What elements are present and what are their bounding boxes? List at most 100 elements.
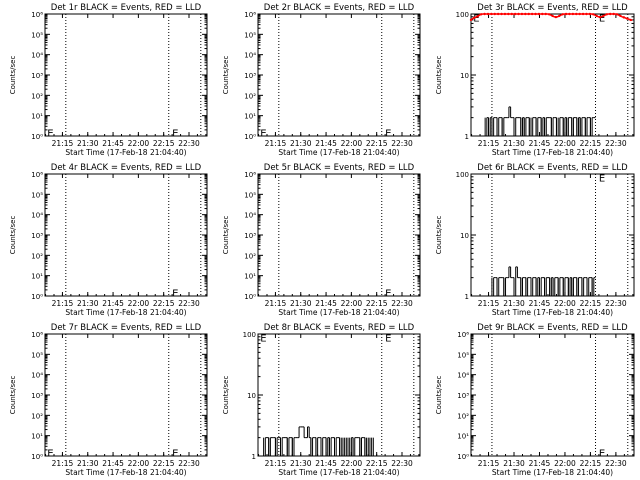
- x-tick-label: 22:00: [341, 139, 363, 148]
- lld-point: [534, 12, 537, 16]
- x-tick-label: 22:30: [605, 299, 627, 308]
- y-tick-label: 10: [460, 72, 469, 80]
- x-axis-label: Start Time (17-Feb-18 21:04:40): [492, 468, 613, 477]
- lld-point: [598, 15, 602, 19]
- y-tick-label: 10⁶: [31, 11, 43, 19]
- lld-point: [473, 16, 476, 19]
- x-tick-label: 21:15: [478, 299, 500, 308]
- chart-panel-det5: Det 5r BLACK = Events, RED = LLD 10⁰ 10¹ 10…: [222, 163, 421, 317]
- plot-frame: [44, 13, 208, 137]
- x-tick-label: 22:15: [366, 139, 388, 148]
- event-marker-label: E: [260, 128, 266, 139]
- lld-point: [585, 12, 588, 16]
- lld-point: [513, 12, 517, 16]
- chart-panel-det4: Det 4r BLACK = Events, RED = LLD 10⁰ 10¹ 10…: [9, 163, 208, 317]
- y-tick-label: 10⁵: [31, 351, 43, 359]
- x-tick-label: 22:00: [554, 459, 576, 468]
- chart-title: Det 7r BLACK = Events, RED = LLD: [51, 323, 202, 333]
- x-tick-label: 21:45: [102, 139, 124, 148]
- lld-point: [483, 12, 486, 16]
- lld-point: [551, 14, 554, 18]
- y-tick-label: 10⁵: [31, 31, 43, 39]
- y-axis-label: Counts/sec: [435, 216, 443, 255]
- y-tick-label: 10⁵: [244, 191, 256, 199]
- y-tick-label: 10¹: [244, 273, 256, 281]
- y-tick-label: 10⁴: [31, 372, 43, 380]
- y-tick-label: 10³: [457, 392, 469, 400]
- y-tick-label: 10¹: [457, 433, 469, 441]
- y-tick-label: 10⁴: [244, 52, 256, 60]
- x-tick-label: 21:45: [529, 459, 551, 468]
- x-tick-label: 21:45: [529, 299, 551, 308]
- y-axis-label: Counts/sec: [9, 376, 17, 415]
- event-marker-label: E: [599, 173, 605, 184]
- plot-frame: [44, 333, 208, 457]
- lld-point: [575, 12, 578, 16]
- lld-point: [592, 13, 595, 16]
- y-tick-label: 10⁶: [457, 331, 469, 339]
- lld-point: [578, 12, 581, 16]
- x-tick-label: 21:45: [102, 299, 124, 308]
- lld-point: [510, 12, 513, 16]
- lld-point: [493, 12, 496, 16]
- x-tick-label: 22:15: [366, 299, 388, 308]
- lld-point: [609, 12, 612, 16]
- y-tick-label: 10⁵: [244, 31, 256, 39]
- y-tick-label: 10³: [31, 72, 43, 80]
- y-tick-label: 10⁰: [31, 453, 43, 461]
- plot-frame: [470, 333, 635, 457]
- lld-point: [619, 14, 622, 18]
- chart-title: Det 6r BLACK = Events, RED = LLD: [477, 163, 628, 173]
- x-axis-label: Start Time (17-Feb-18 21:04:40): [278, 468, 399, 477]
- lld-point: [537, 12, 541, 16]
- y-tick-label: 10¹: [31, 113, 43, 121]
- y-tick-label: 10⁵: [31, 191, 43, 199]
- event-marker-label: E: [599, 13, 605, 24]
- lld-point: [541, 12, 544, 16]
- lld-point: [558, 14, 561, 18]
- lld-point: [571, 12, 575, 16]
- y-tick-label: 100: [243, 331, 256, 339]
- y-tick-label: 10³: [244, 72, 256, 80]
- y-tick-label: 10¹: [31, 433, 43, 441]
- lld-point: [517, 12, 520, 16]
- x-axis-label: Start Time (17-Feb-18 21:04:40): [492, 148, 613, 157]
- x-tick-label: 21:15: [265, 139, 287, 148]
- y-tick-label: 10⁶: [244, 11, 256, 19]
- y-axis-label: Counts/sec: [222, 56, 230, 95]
- y-tick-label: 10³: [31, 392, 43, 400]
- y-tick-label: 10⁰: [31, 293, 43, 301]
- x-tick-label: 22:15: [580, 139, 602, 148]
- x-tick-label: 22:30: [178, 299, 200, 308]
- y-tick-label: 10⁴: [244, 212, 256, 220]
- x-axis-label: Start Time (17-Feb-18 21:04:40): [278, 308, 399, 317]
- lld-point: [527, 12, 530, 16]
- chart-title: Det 9r BLACK = Events, RED = LLD: [477, 323, 628, 333]
- lld-point: [615, 13, 619, 16]
- lld-point: [520, 12, 524, 16]
- plot-frame: [257, 13, 421, 137]
- chart-title: Det 8r BLACK = Events, RED = LLD: [264, 323, 415, 333]
- y-tick-label: 1: [465, 293, 469, 301]
- y-tick-label: 10³: [31, 232, 43, 240]
- lld-point: [568, 12, 571, 16]
- y-tick-label: 10⁰: [31, 133, 43, 141]
- chart-panel-det7: Det 7r BLACK = Events, RED = LLD 10⁰ 10¹ 10…: [9, 323, 208, 477]
- x-tick-label: 22:00: [128, 299, 150, 308]
- y-axis-label: Counts/sec: [435, 376, 443, 415]
- x-tick-label: 21:30: [503, 299, 525, 308]
- x-tick-label: 21:45: [315, 139, 337, 148]
- chart-panel-det2: Det 2r BLACK = Events, RED = LLD 10⁰ 10¹ 10…: [222, 3, 421, 157]
- plot-frame: [44, 173, 208, 297]
- y-tick-label: 10²: [457, 412, 469, 420]
- event-marker-label: E: [473, 13, 479, 24]
- x-tick-label: 21:15: [52, 459, 74, 468]
- y-tick-label: 10³: [244, 232, 256, 240]
- x-tick-label: 22:30: [178, 459, 200, 468]
- events-series: [484, 106, 596, 137]
- y-tick-label: 10²: [31, 92, 43, 100]
- lld-point: [530, 12, 534, 16]
- lld-series: [469, 12, 633, 22]
- lld-point: [605, 13, 609, 16]
